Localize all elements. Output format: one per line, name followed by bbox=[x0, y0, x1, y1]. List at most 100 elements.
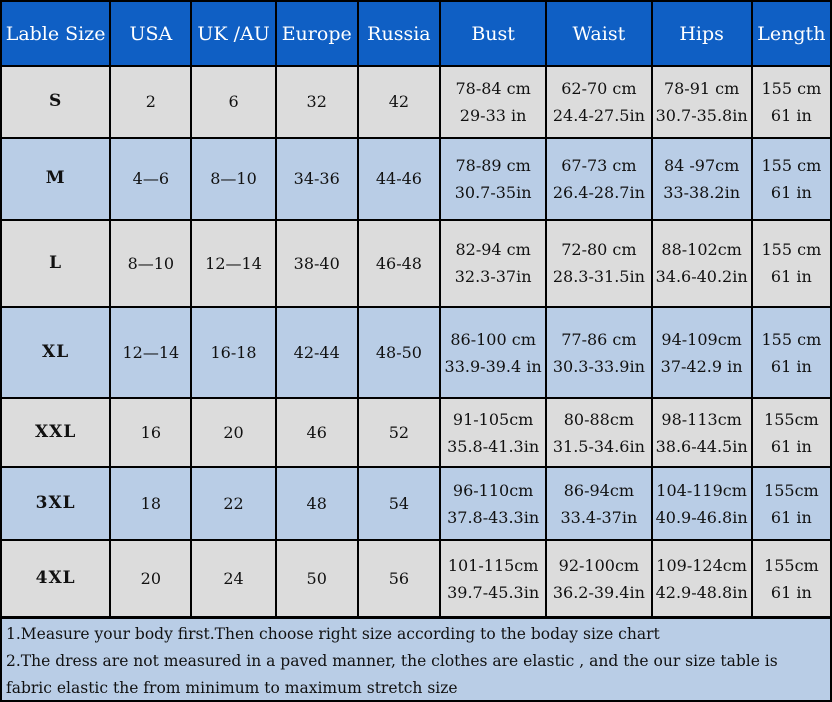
header-length: Length bbox=[752, 2, 830, 65]
size-label: 4XL bbox=[2, 541, 110, 616]
usa-size: 2 bbox=[111, 67, 191, 137]
length-cm: 155 cm bbox=[761, 78, 822, 98]
europe-size: 34-36 bbox=[276, 138, 357, 220]
header-row: Lable Size USA UK /AU Europe Russia Bust… bbox=[2, 2, 830, 65]
length-cm: 155 cm bbox=[761, 240, 822, 260]
length-cm: 155 cm bbox=[761, 155, 822, 175]
usa-size: 4—6 bbox=[111, 138, 191, 220]
bust-cell: 96-110cm 37.8-43.3in bbox=[441, 467, 546, 540]
bust-in: 39.7-45.3in bbox=[447, 582, 540, 602]
europe-size: 46 bbox=[276, 399, 357, 466]
usa-size: 20 bbox=[111, 541, 191, 616]
europe-size: 48 bbox=[276, 467, 357, 540]
length-in: 61 in bbox=[770, 182, 812, 202]
hips-in: 40.9-46.8in bbox=[655, 507, 748, 527]
note-line-1: 1.Measure your body first.Then choose ri… bbox=[6, 625, 660, 643]
uk-au-size: 12—14 bbox=[192, 221, 275, 306]
table-row: XL 12—14 16-18 42-44 48-50 86-100 cm 33.9… bbox=[2, 307, 830, 398]
usa-size: 8—10 bbox=[111, 221, 191, 306]
usa-size: 12—14 bbox=[111, 307, 191, 398]
waist-cm: 72-80 cm bbox=[561, 240, 637, 260]
hips-cm: 84 -97cm bbox=[663, 155, 740, 175]
length-cell: 155cm 61 in bbox=[752, 399, 830, 466]
bust-cell: 78-89 cm 30.7-35in bbox=[441, 138, 546, 220]
waist-cell: 80-88cm 31.5-34.6in bbox=[547, 399, 651, 466]
russia-size: 54 bbox=[358, 467, 439, 540]
header-uk-au: UK /AU bbox=[192, 2, 275, 65]
hips-cell: 109-124cm 42.9-48.8in bbox=[652, 541, 751, 616]
hips-in: 34.6-40.2in bbox=[655, 267, 748, 287]
length-cm: 155cm bbox=[764, 480, 819, 500]
bust-cell: 86-100 cm 33.9-39.4 in bbox=[441, 307, 546, 398]
waist-cm: 92-100cm bbox=[558, 555, 640, 575]
bust-cm: 86-100 cm bbox=[450, 329, 536, 349]
waist-cell: 77-86 cm 30.3-33.9in bbox=[547, 307, 651, 398]
header-russia: Russia bbox=[358, 2, 439, 65]
russia-size: 46-48 bbox=[358, 221, 439, 306]
waist-in: 33.4-37in bbox=[560, 507, 638, 527]
bust-cm: 96-110cm bbox=[452, 480, 534, 500]
length-cell: 155 cm 61 in bbox=[752, 67, 830, 137]
uk-au-size: 8—10 bbox=[192, 138, 275, 220]
waist-in: 28.3-31.5in bbox=[552, 267, 645, 287]
hips-cm: 94-109cm bbox=[661, 329, 742, 349]
waist-cm: 80-88cm bbox=[563, 409, 634, 429]
length-cm: 155 cm bbox=[761, 329, 822, 349]
hips-cell: 84 -97cm 33-38.2in bbox=[652, 138, 751, 220]
hips-in: 37-42.9 in bbox=[660, 356, 743, 376]
size-label: S bbox=[2, 67, 110, 137]
bust-cell: 82-94 cm 32.3-37in bbox=[441, 221, 546, 306]
table-row: L 8—10 12—14 38-40 46-48 82-94 cm 32.3-37… bbox=[2, 221, 830, 306]
waist-in: 36.2-39.4in bbox=[552, 582, 645, 602]
waist-cell: 86-94cm 33.4-37in bbox=[547, 467, 651, 540]
length-in: 61 in bbox=[770, 105, 812, 125]
size-label: 3XL bbox=[2, 467, 110, 540]
hips-cm: 98-113cm bbox=[661, 409, 742, 429]
hips-cell: 78-91 cm 30.7-35.8in bbox=[652, 67, 751, 137]
europe-size: 38-40 bbox=[276, 221, 357, 306]
header-label-size: Lable Size bbox=[2, 2, 110, 65]
length-in: 61 in bbox=[770, 436, 812, 456]
hips-cell: 88-102cm 34.6-40.2in bbox=[652, 221, 751, 306]
usa-size: 16 bbox=[111, 399, 191, 466]
length-cell: 155 cm 61 in bbox=[752, 138, 830, 220]
table-row: M 4—6 8—10 34-36 44-46 78-89 cm 30.7-35in… bbox=[2, 138, 830, 220]
length-cell: 155 cm 61 in bbox=[752, 307, 830, 398]
hips-cm: 78-91 cm bbox=[663, 78, 740, 98]
header-hips: Hips bbox=[652, 2, 751, 65]
size-label: XXL bbox=[2, 399, 110, 466]
bust-cell: 91-105cm 35.8-41.3in bbox=[441, 399, 546, 466]
uk-au-size: 16-18 bbox=[192, 307, 275, 398]
bust-cm: 91-105cm bbox=[452, 409, 534, 429]
bust-cell: 78-84 cm 29-33 in bbox=[441, 67, 546, 137]
note-line-2: 2.The dress are not measured in a paved … bbox=[6, 652, 778, 670]
waist-cell: 67-73 cm 26.4-28.7in bbox=[547, 138, 651, 220]
table-row: S 2 6 32 42 78-84 cm 29-33 in 62-70 cm 24.… bbox=[2, 67, 830, 137]
size-label: L bbox=[2, 221, 110, 306]
length-cm: 155cm bbox=[764, 555, 819, 575]
hips-cm: 104-119cm bbox=[656, 480, 747, 500]
russia-size: 42 bbox=[358, 67, 439, 137]
length-cell: 155cm 61 in bbox=[752, 467, 830, 540]
length-in: 61 in bbox=[770, 507, 812, 527]
hips-in: 33-38.2in bbox=[663, 182, 741, 202]
waist-cell: 72-80 cm 28.3-31.5in bbox=[547, 221, 651, 306]
waist-cm: 62-70 cm bbox=[561, 78, 637, 98]
europe-size: 50 bbox=[276, 541, 357, 616]
russia-size: 52 bbox=[358, 399, 439, 466]
bust-in: 37.8-43.3in bbox=[447, 507, 540, 527]
notes-box: 1.Measure your body first.Then choose ri… bbox=[2, 619, 830, 700]
waist-in: 24.4-27.5in bbox=[552, 105, 645, 125]
uk-au-size: 22 bbox=[192, 467, 275, 540]
length-in: 61 in bbox=[770, 356, 812, 376]
length-cell: 155cm 61 in bbox=[752, 541, 830, 616]
length-cell: 155 cm 61 in bbox=[752, 221, 830, 306]
waist-cell: 92-100cm 36.2-39.4in bbox=[547, 541, 651, 616]
table-row: 4XL 20 24 50 56 101-115cm 39.7-45.3in 92-… bbox=[2, 541, 830, 616]
table-row: XXL 16 20 46 52 91-105cm 35.8-41.3in 80-8… bbox=[2, 399, 830, 466]
size-label: XL bbox=[2, 307, 110, 398]
hips-cell: 94-109cm 37-42.9 in bbox=[652, 307, 751, 398]
hips-cell: 104-119cm 40.9-46.8in bbox=[652, 467, 751, 540]
bust-in: 35.8-41.3in bbox=[447, 436, 540, 456]
